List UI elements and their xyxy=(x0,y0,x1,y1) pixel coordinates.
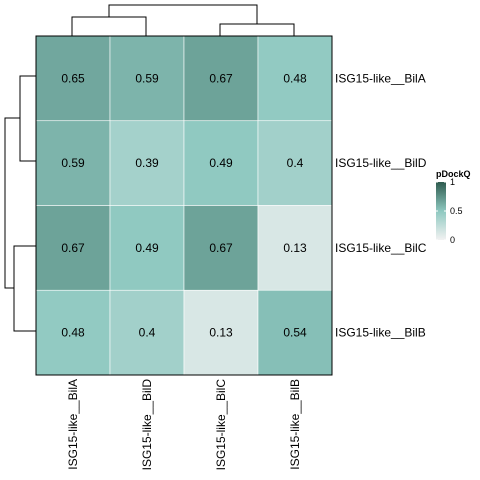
column-label: ISG15-like__BilD xyxy=(140,379,154,471)
cell-value-label: 0.67 xyxy=(209,241,233,255)
legend: pDockQ 10.50 xyxy=(436,169,471,245)
legend-colorbar xyxy=(436,182,446,240)
heatmap-border xyxy=(35,35,333,376)
heatmap-cells xyxy=(35,35,333,376)
cell-value-label: 0.4 xyxy=(139,326,156,340)
heatmap-cell xyxy=(109,289,185,376)
column-dendrogram xyxy=(71,4,295,36)
cell-value-label: 0.49 xyxy=(135,241,159,255)
heatmap-cell xyxy=(183,289,259,376)
heatmap-cell-labels: 0.65 0.59 0.67 0.48 0.59 0.39 0.49 0.4 0.67 0.49 0… xyxy=(61,71,307,339)
cell-value-label: 0.49 xyxy=(209,156,233,170)
row-labels: ISG15-like__BilA ISG15-like__BilD ISG15-li… xyxy=(335,71,427,339)
heatmap-cell xyxy=(109,205,185,291)
column-label: ISG15-like__BilB xyxy=(288,379,302,470)
row-dendrogram xyxy=(4,75,36,332)
cell-value-label: 0.59 xyxy=(61,156,85,170)
cell-value-label: 0.4 xyxy=(287,156,304,170)
cell-value-label: 0.67 xyxy=(61,241,85,255)
heatmap-cell xyxy=(109,120,185,206)
legend-title: pDockQ xyxy=(436,169,471,179)
cell-value-label: 0.54 xyxy=(283,326,307,340)
cell-value-label: 0.67 xyxy=(209,71,233,85)
heatmap-cell xyxy=(257,120,333,206)
cell-value-label: 0.48 xyxy=(61,326,85,340)
heatmap-cell xyxy=(257,289,333,376)
row-label: ISG15-like__BilC xyxy=(335,241,427,255)
column-labels: ISG15-like__BilA ISG15-like__BilD ISG15-li… xyxy=(66,379,302,471)
column-label: ISG15-like__BilA xyxy=(66,379,80,470)
heatmap-cell xyxy=(35,289,111,376)
heatmap-cell xyxy=(257,35,333,122)
row-label: ISG15-like__BilB xyxy=(335,326,426,340)
heatmap-cell xyxy=(257,205,333,291)
cell-value-label: 0.13 xyxy=(283,241,307,255)
row-label: ISG15-like__BilD xyxy=(335,156,427,170)
heatmap-cell xyxy=(109,35,185,122)
legend-tick-label: 1 xyxy=(450,177,455,187)
column-label: ISG15-like__BilC xyxy=(214,379,228,471)
heatmap-cell xyxy=(35,35,111,122)
legend-tick-label: 0 xyxy=(450,235,455,245)
cell-value-label: 0.59 xyxy=(135,71,159,85)
cell-value-label: 0.65 xyxy=(61,71,85,85)
cell-value-label: 0.13 xyxy=(209,326,233,340)
legend-tick-label: 0.5 xyxy=(450,206,463,216)
row-label: ISG15-like__BilA xyxy=(335,71,426,85)
legend-ticks: 10.50 xyxy=(436,177,463,245)
cell-value-label: 0.48 xyxy=(283,71,307,85)
heatmap-cell xyxy=(35,120,111,206)
cell-value-label: 0.39 xyxy=(135,156,159,170)
